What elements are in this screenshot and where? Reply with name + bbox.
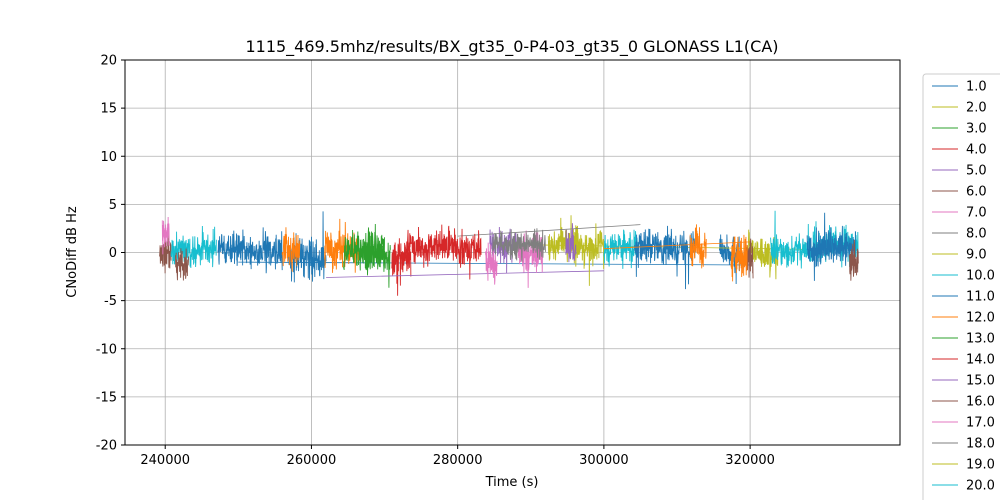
series-16.0 <box>175 239 859 281</box>
legend-item: 10.0 <box>932 269 995 284</box>
legend-item: 8.0 <box>932 227 987 242</box>
y-axis-label: CNoDiff dB Hz <box>65 206 80 298</box>
series-trace <box>806 212 856 281</box>
series-trace <box>236 227 283 274</box>
legend-item: 4.0 <box>932 143 987 158</box>
series-8.0 <box>457 224 641 262</box>
y-tick-label: -15 <box>96 390 117 405</box>
series-trace <box>547 215 580 263</box>
y-axis: -20 -15 -10 -5 0 5 10 15 20 <box>96 54 125 454</box>
series-trace <box>568 223 605 286</box>
y-tick-label: -20 <box>96 439 117 454</box>
legend-item: 9.0 <box>932 248 987 263</box>
series-trace <box>770 210 812 269</box>
legend-item: 5.0 <box>932 164 987 179</box>
x-tick-label: 300000 <box>579 453 629 468</box>
x-tick-label: 240000 <box>140 453 190 468</box>
legend-label: 3.0 <box>966 122 987 137</box>
series-trace <box>175 248 190 281</box>
series-trace <box>287 211 327 283</box>
series-trace <box>689 224 707 269</box>
series-12.0 <box>281 218 751 282</box>
legend-label: 20.0 <box>966 479 995 494</box>
x-tick-label: 280000 <box>433 453 483 468</box>
legend-item: 15.0 <box>932 374 995 389</box>
series-trace <box>170 225 217 269</box>
legend-item: 11.0 <box>932 290 995 305</box>
x-tick-label: 320000 <box>725 453 775 468</box>
legend-label: 15.0 <box>966 374 995 389</box>
series-17.0 <box>161 216 498 285</box>
legend-label: 8.0 <box>966 227 987 242</box>
series-trend-line <box>326 270 604 278</box>
legend-item: 12.0 <box>932 311 995 326</box>
series-trace <box>281 227 301 272</box>
legend-label: 16.0 <box>966 395 995 410</box>
legend-label: 17.0 <box>966 416 995 431</box>
legend-item: 16.0 <box>932 395 995 410</box>
y-tick-label: -5 <box>104 294 117 309</box>
legend-item: 3.0 <box>932 122 987 137</box>
series-trace <box>391 238 412 296</box>
series-trend-line <box>457 224 641 237</box>
y-tick-label: 20 <box>100 54 117 69</box>
legend-label: 4.0 <box>966 143 987 158</box>
legend-item: 13.0 <box>932 332 995 347</box>
series-trend-line <box>603 241 751 250</box>
legend-item: 19.0 <box>932 458 995 473</box>
series-trace <box>485 242 498 285</box>
y-tick-label: 5 <box>109 198 117 213</box>
series-trace <box>343 224 385 270</box>
y-tick-label: 15 <box>100 102 117 117</box>
legend-label: 6.0 <box>966 185 987 200</box>
series-trace <box>603 229 638 269</box>
legend-item: 17.0 <box>932 416 995 431</box>
legend-label: 5.0 <box>966 164 987 179</box>
series-trace <box>730 234 748 282</box>
series-trace <box>492 228 546 262</box>
y-tick-label: -10 <box>96 342 117 357</box>
legend-label: 19.0 <box>966 458 995 473</box>
x-axis: 240000 260000 280000 300000 320000 <box>140 445 775 468</box>
series-4.0 <box>391 238 412 296</box>
chart-title: 1115_469.5mhz/results/BX_gt35_0-P4-03_gt… <box>245 37 778 57</box>
x-axis-label: Time (s) <box>485 475 539 490</box>
series-trace <box>158 233 172 274</box>
legend-label: 13.0 <box>966 332 995 347</box>
series-13.0 <box>343 224 385 270</box>
legend-item: 6.0 <box>932 185 987 200</box>
legend-item: 18.0 <box>932 437 995 452</box>
legend-box <box>922 73 1000 500</box>
series-trace <box>161 216 171 255</box>
legend: 1.0 2.0 3.0 4.0 5.0 6.0 7.0 8.0 9.0 10.0 11.0 12.0 1… <box>922 73 1000 500</box>
series-trace <box>565 223 577 263</box>
series-layer <box>158 210 859 296</box>
series-trace <box>634 225 697 290</box>
series-trace <box>849 239 859 281</box>
series-trace <box>404 224 482 280</box>
legend-item: 20.0 <box>932 479 995 494</box>
series-trace <box>217 230 243 265</box>
legend-item: 2.0 <box>932 101 987 116</box>
legend-label: 10.0 <box>966 269 995 284</box>
legend-label: 18.0 <box>966 437 995 452</box>
legend-label: 1.0 <box>966 80 987 95</box>
series-11.0 <box>236 211 856 290</box>
legend-item: 7.0 <box>932 206 987 221</box>
legend-label: 11.0 <box>966 290 995 305</box>
series-14.0 <box>404 224 482 280</box>
legend-label: 9.0 <box>966 248 987 263</box>
y-tick-label: 10 <box>100 150 117 165</box>
series-15.0 <box>565 223 577 263</box>
legend-item: 1.0 <box>932 80 987 95</box>
legend-label: 2.0 <box>966 101 987 116</box>
legend-label: 14.0 <box>966 353 995 368</box>
y-tick-label: 0 <box>109 246 117 261</box>
x-tick-label: 260000 <box>287 453 337 468</box>
legend-label: 12.0 <box>966 311 995 326</box>
legend-label: 7.0 <box>966 206 987 221</box>
legend-item: 14.0 <box>932 353 995 368</box>
